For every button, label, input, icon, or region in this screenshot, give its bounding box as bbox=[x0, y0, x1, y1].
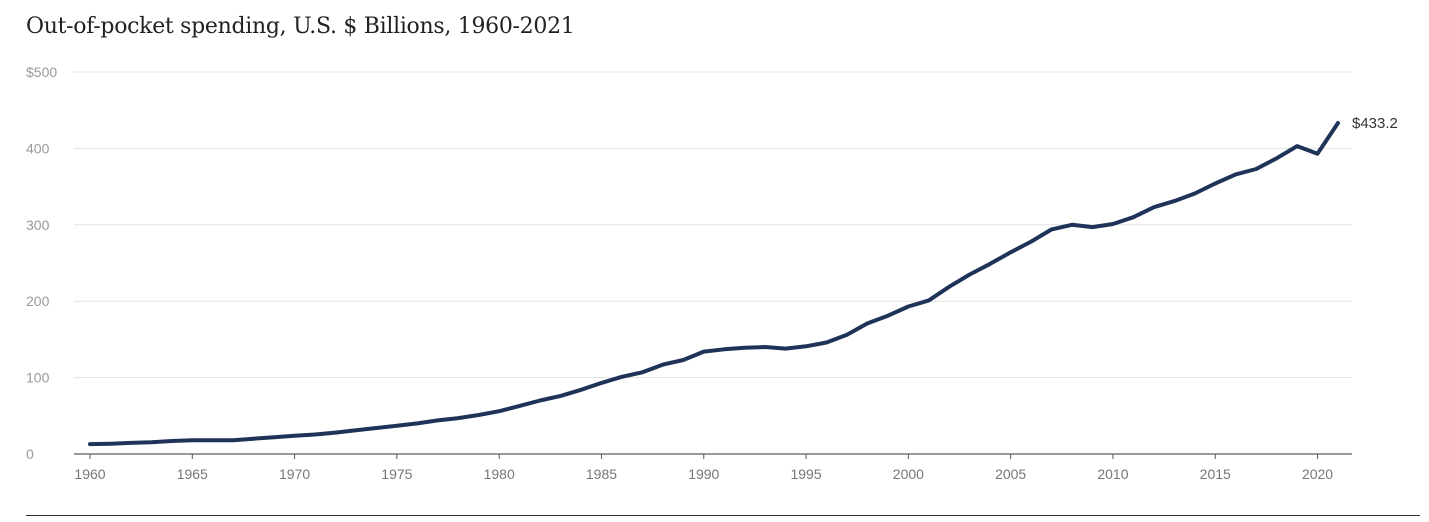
y-tick-label: 100 bbox=[26, 370, 50, 386]
series-line bbox=[88, 121, 1340, 447]
y-tick-label: 200 bbox=[26, 293, 50, 309]
y-tick-label: $500 bbox=[26, 64, 57, 80]
annotation-layer: $433.2 bbox=[1352, 115, 1398, 132]
x-tick-label: 2000 bbox=[893, 466, 924, 482]
end-value-label: $433.2 bbox=[1352, 115, 1398, 132]
x-tick-label: 1965 bbox=[177, 466, 208, 482]
x-tick-label: 1980 bbox=[484, 466, 515, 482]
x-tick-label: 2005 bbox=[995, 466, 1026, 482]
bottom-rule bbox=[26, 515, 1420, 516]
x-tick-label: 1960 bbox=[74, 466, 105, 482]
y-tick-label: 300 bbox=[26, 217, 50, 233]
y-tick-label: 0 bbox=[26, 446, 34, 462]
x-tick-label: 1985 bbox=[586, 466, 617, 482]
x-tick-label: 2020 bbox=[1302, 466, 1333, 482]
x-tick-label: 1995 bbox=[790, 466, 821, 482]
chart-title: Out-of-pocket spending, U.S. $ Billions,… bbox=[26, 14, 575, 39]
y-axis-ticks: 0 100 200 300 400 $500 bbox=[26, 64, 57, 462]
x-axis-ticks: 1960 1965 1970 1975 1980 1985 1990 1995 2000 2005… bbox=[74, 454, 1333, 482]
x-tick-label: 1970 bbox=[279, 466, 310, 482]
x-tick-label: 2015 bbox=[1200, 466, 1231, 482]
series-layer bbox=[88, 121, 1340, 447]
x-tick-label: 1990 bbox=[688, 466, 719, 482]
x-tick-label: 1975 bbox=[381, 466, 412, 482]
y-tick-label: 400 bbox=[26, 140, 50, 156]
grid-layer bbox=[74, 71, 1352, 455]
x-tick-label: 2010 bbox=[1097, 466, 1128, 482]
